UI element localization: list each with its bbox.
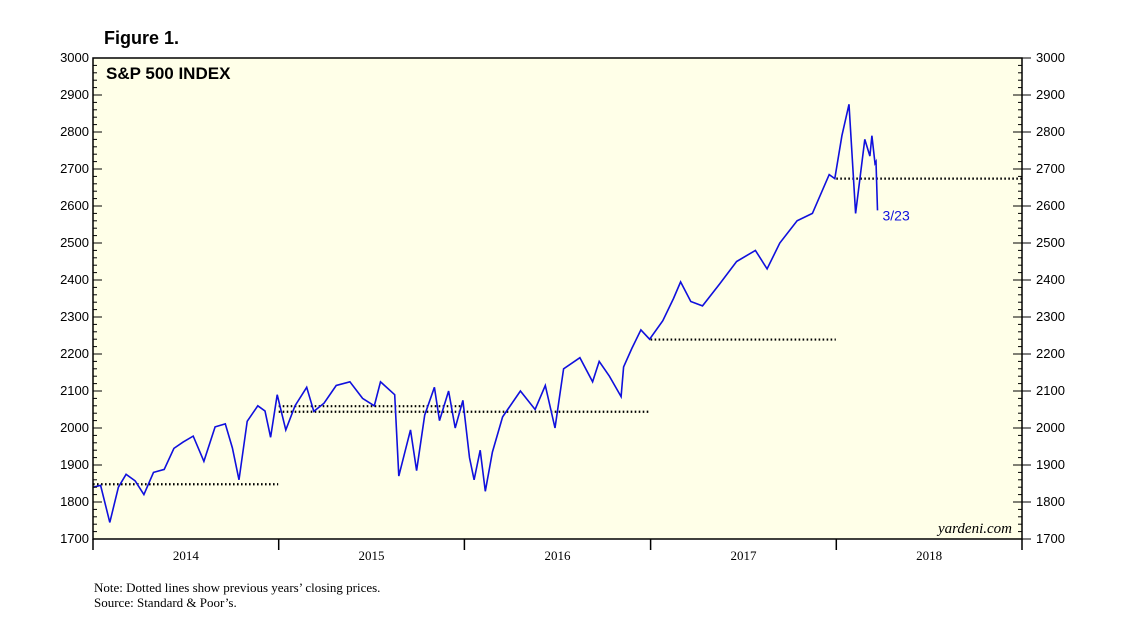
y-tick-label-right: 2400 xyxy=(1036,272,1065,287)
y-axis-left: 1700 1800 1900 2000 2100 2200 2300 2400 2500 2600… xyxy=(60,50,102,546)
y-tick-label-left: 2400 xyxy=(60,272,89,287)
series-line-sp500 xyxy=(93,104,879,523)
y-tick-label-left: 2800 xyxy=(60,124,89,139)
x-tick-label: 2018 xyxy=(916,548,942,563)
y-tick-label-right: 2600 xyxy=(1036,198,1065,213)
y-tick-label-left: 3000 xyxy=(60,50,89,65)
y-tick-label-left: 2500 xyxy=(60,235,89,250)
y-tick-label-right: 2000 xyxy=(1036,420,1065,435)
y-tick-label-left: 2600 xyxy=(60,198,89,213)
y-tick-label-right: 3000 xyxy=(1036,50,1065,65)
chart-note: Note: Dotted lines show previous years’ … xyxy=(94,580,380,610)
x-axis: 2014 2015 2016 2017 2018 xyxy=(92,539,1023,563)
source-line: Source: Standard & Poor’s. xyxy=(94,595,237,610)
note-line: Note: Dotted lines show previous years’ … xyxy=(94,580,381,595)
y-tick-label-left: 2700 xyxy=(60,161,89,176)
x-tick-label: 2016 xyxy=(545,548,572,563)
y-tick-label-right: 2200 xyxy=(1036,346,1065,361)
y-tick-label-left: 2200 xyxy=(60,346,89,361)
plot-frame xyxy=(92,57,1023,540)
y-tick-label-left: 1900 xyxy=(60,457,89,472)
watermark: yardeni.com xyxy=(936,521,1012,537)
y-tick-label-left: 2900 xyxy=(60,87,89,102)
y-axis-right: 1700 1800 1900 2000 2100 2200 2300 2400 2500 2600… xyxy=(1013,50,1065,546)
y-tick-label-right: 2900 xyxy=(1036,87,1065,102)
plot-area xyxy=(93,58,1022,539)
reference-lines xyxy=(93,177,1022,486)
y-tick-label-right: 2700 xyxy=(1036,161,1065,176)
y-tick-label-right: 2300 xyxy=(1036,309,1065,324)
chart-title: S&P 500 INDEX xyxy=(106,64,231,83)
y-tick-label-right: 2800 xyxy=(1036,124,1065,139)
y-tick-label-right: 1800 xyxy=(1036,494,1065,509)
x-tick-label: 2017 xyxy=(730,548,757,563)
y-tick-label-left: 1700 xyxy=(60,531,89,546)
x-tick-label: 2015 xyxy=(359,548,385,563)
y-tick-label-left: 2000 xyxy=(60,420,89,435)
figure-label: Figure 1. xyxy=(104,28,180,48)
y-tick-label-left: 2100 xyxy=(60,383,89,398)
x-tick-label: 2014 xyxy=(173,548,200,563)
end-date-label: 3/23 xyxy=(883,207,910,223)
y-tick-label-right: 2500 xyxy=(1036,235,1065,250)
y-tick-label-right: 1700 xyxy=(1036,531,1065,546)
y-tick-label-right: 2100 xyxy=(1036,383,1065,398)
y-tick-label-right: 1900 xyxy=(1036,457,1065,472)
y-tick-label-left: 2300 xyxy=(60,309,89,324)
y-tick-label-left: 1800 xyxy=(60,494,89,509)
